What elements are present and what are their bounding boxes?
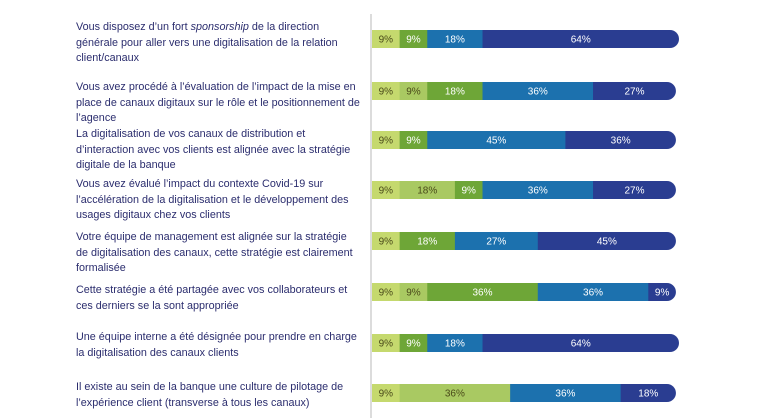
bar-segment bbox=[593, 82, 676, 100]
bar-segment bbox=[427, 131, 567, 149]
row-label: Votre équipe de management est alignée s… bbox=[76, 230, 361, 277]
bar-segment-label: 18% bbox=[445, 87, 465, 98]
bar-segment-label: 45% bbox=[486, 136, 506, 147]
bar-segment bbox=[482, 181, 594, 199]
bar-segment-label: 9% bbox=[379, 288, 394, 299]
bar-segment bbox=[427, 334, 484, 352]
bar-segment-label: 9% bbox=[379, 186, 394, 197]
bar-segment-label: 9% bbox=[379, 136, 394, 147]
bar-row: 9% 18% 9% 36% 27% bbox=[372, 181, 676, 199]
bar-segment-label: 36% bbox=[583, 288, 603, 299]
bar-segment-label: 9% bbox=[379, 339, 394, 350]
bar-segment bbox=[454, 181, 484, 199]
bar-segment-label: 27% bbox=[624, 186, 644, 197]
bar-segment bbox=[482, 82, 594, 100]
bar-segment bbox=[454, 232, 539, 250]
bar-row: 9% 9% 45% 36% bbox=[372, 131, 676, 149]
bar-segment bbox=[372, 283, 401, 301]
bar-segment bbox=[372, 82, 401, 100]
bar-row: 9% 9% 18% 64% bbox=[372, 30, 679, 48]
row-label-text: Cette stratégie a été partagée avec vos … bbox=[76, 284, 348, 312]
bar-segment bbox=[372, 334, 401, 352]
bar-segment-label: 36% bbox=[528, 186, 548, 197]
bar-segment-label: 18% bbox=[638, 389, 658, 400]
bar-segment bbox=[399, 232, 456, 250]
bar-segment-label: 9% bbox=[379, 389, 394, 400]
bar-segment bbox=[372, 30, 401, 48]
row-label: Vous disposez d’un fort sponsorship de l… bbox=[76, 20, 361, 67]
bar-segment-label: 27% bbox=[486, 237, 506, 248]
bar-segment-label: 64% bbox=[571, 339, 591, 350]
bar-row: 9% 18% 27% 45% bbox=[372, 232, 676, 250]
bar-segment-label: 9% bbox=[406, 87, 421, 98]
row-label-text: sponsorship bbox=[190, 21, 249, 33]
bar-segment bbox=[620, 384, 676, 402]
bar-segment bbox=[372, 384, 401, 402]
row-label: Il existe au sein de la banque une cultu… bbox=[76, 380, 361, 411]
row-label-text: Il existe au sein de la banque une cultu… bbox=[76, 381, 344, 409]
bar-segment-label: 36% bbox=[445, 389, 465, 400]
bar-segment-label: 36% bbox=[473, 288, 493, 299]
row-label-text: Vous avez évalué l’impact du contexte Co… bbox=[76, 178, 349, 221]
bar-segment-label: 9% bbox=[655, 288, 670, 299]
bar-segment bbox=[537, 283, 649, 301]
bar-segment bbox=[427, 30, 484, 48]
bar-segment bbox=[399, 283, 428, 301]
bar-segment-label: 9% bbox=[379, 35, 394, 46]
bar-segment bbox=[372, 181, 401, 199]
bar-segment bbox=[399, 384, 511, 402]
row-label: Vous avez procédé à l’évaluation de l’im… bbox=[76, 80, 361, 127]
bar-segment-label: 36% bbox=[528, 87, 548, 98]
bar-row: 9% 36% 36% 18% bbox=[372, 384, 676, 402]
row-label: Cette stratégie a été partagée avec vos … bbox=[76, 283, 361, 314]
bar-segment bbox=[427, 283, 539, 301]
row-label-text: de la direction générale pour aller vers… bbox=[76, 21, 338, 64]
bar-segment-label: 18% bbox=[417, 186, 437, 197]
row-label: La digitalisation de vos canaux de distr… bbox=[76, 127, 361, 174]
bar-segment bbox=[427, 82, 484, 100]
bar-row: 9% 9% 18% 64% bbox=[372, 334, 679, 352]
bar-segment bbox=[372, 232, 401, 250]
bar-segment-label: 9% bbox=[461, 186, 476, 197]
bar-segment-label: 36% bbox=[555, 389, 575, 400]
bar-segment bbox=[510, 384, 622, 402]
bar-row: 9% 9% 36% 36% 9% bbox=[372, 283, 676, 301]
bar-segment-label: 9% bbox=[379, 237, 394, 248]
row-label-text: Votre équipe de management est alignée s… bbox=[76, 231, 353, 274]
row-label: Vous avez évalué l’impact du contexte Co… bbox=[76, 177, 361, 224]
row-label-text: Vous avez procédé à l’évaluation de l’im… bbox=[76, 81, 360, 124]
bar-segment bbox=[399, 181, 456, 199]
bar-segment-label: 36% bbox=[611, 136, 631, 147]
bar-segment-label: 9% bbox=[406, 288, 421, 299]
bar-segment bbox=[399, 30, 428, 48]
bar-segment bbox=[537, 232, 676, 250]
bar-segment-label: 9% bbox=[379, 87, 394, 98]
row-label-text: La digitalisation de vos canaux de distr… bbox=[76, 128, 351, 171]
row-label-text: Une équipe interne a été désignée pour p… bbox=[76, 331, 357, 359]
bar-segment-label: 9% bbox=[406, 136, 421, 147]
bar-row: 9% 9% 18% 36% 27% bbox=[372, 82, 676, 100]
row-label: Une équipe interne a été désignée pour p… bbox=[76, 330, 361, 361]
bar-segment bbox=[399, 334, 428, 352]
bar-segment bbox=[482, 334, 679, 352]
bar-segment-label: 9% bbox=[406, 339, 421, 350]
bar-segment bbox=[399, 82, 428, 100]
bar-segment-label: 18% bbox=[417, 237, 437, 248]
bar-segment bbox=[648, 283, 676, 301]
bar-segment-label: 18% bbox=[445, 339, 465, 350]
bar-segment bbox=[372, 131, 401, 149]
bar-segment-label: 9% bbox=[406, 35, 421, 46]
row-label-text: Vous disposez d’un fort bbox=[76, 21, 191, 33]
bar-segment bbox=[593, 181, 676, 199]
bar-segment bbox=[482, 30, 679, 48]
bar-segment-label: 18% bbox=[445, 35, 465, 46]
bar-segment-label: 45% bbox=[597, 237, 617, 248]
bar-segment bbox=[399, 131, 428, 149]
bar-segment-label: 64% bbox=[571, 35, 591, 46]
bar-segment bbox=[565, 131, 676, 149]
bar-segment-label: 27% bbox=[624, 87, 644, 98]
